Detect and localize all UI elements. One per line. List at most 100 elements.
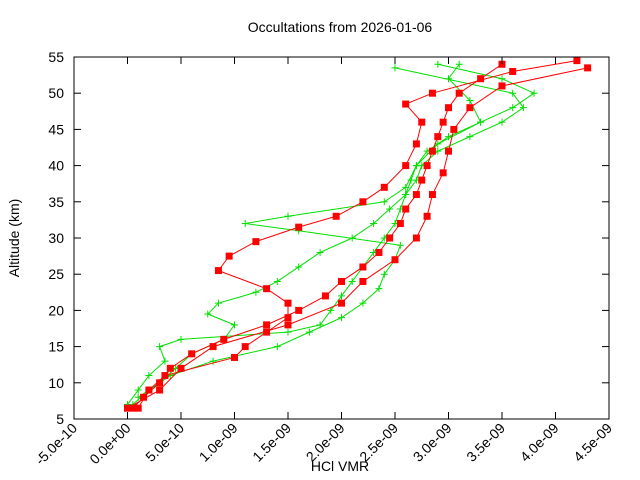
point — [402, 100, 410, 108]
point — [348, 277, 356, 285]
y-tick-label: 15 — [48, 339, 64, 355]
point — [161, 372, 169, 380]
point — [396, 220, 404, 228]
point — [380, 183, 388, 191]
point — [263, 328, 271, 336]
point — [188, 350, 196, 358]
point — [140, 393, 148, 401]
point — [498, 118, 506, 126]
point — [321, 292, 329, 300]
point — [145, 372, 153, 380]
point — [439, 169, 447, 177]
point — [434, 133, 442, 141]
point — [134, 404, 142, 412]
point — [161, 357, 169, 365]
point — [177, 335, 185, 343]
point — [295, 263, 303, 271]
point — [220, 335, 228, 343]
point — [412, 140, 420, 148]
point — [273, 343, 281, 351]
y-tick-label: 35 — [48, 194, 64, 210]
point — [375, 285, 383, 293]
point — [204, 310, 212, 318]
point — [156, 386, 164, 394]
point — [177, 364, 185, 372]
point — [231, 353, 238, 361]
point — [509, 67, 517, 75]
chart-title: Occultations from 2026-01-06 — [248, 19, 433, 35]
x-axis-label: HCl VMR — [311, 458, 369, 474]
point — [402, 205, 410, 213]
point — [498, 75, 506, 83]
point — [412, 191, 420, 199]
point — [455, 89, 463, 97]
point — [134, 386, 142, 394]
point — [284, 212, 292, 220]
series — [129, 60, 506, 412]
point — [386, 234, 394, 242]
point — [434, 60, 442, 68]
point — [402, 162, 410, 170]
point — [273, 277, 281, 285]
point — [466, 133, 474, 141]
y-tick-label: 30 — [48, 230, 64, 246]
point — [327, 306, 335, 314]
point — [423, 162, 431, 170]
point — [380, 198, 388, 206]
point — [402, 191, 410, 199]
point — [412, 234, 420, 242]
point — [445, 147, 452, 155]
y-tick-label: 55 — [48, 49, 64, 65]
point — [338, 292, 345, 300]
plot-area — [124, 57, 592, 412]
point — [156, 343, 164, 351]
point — [509, 104, 517, 112]
point — [338, 299, 345, 307]
point — [284, 314, 292, 322]
point — [530, 89, 538, 97]
point — [466, 96, 474, 104]
point — [305, 328, 313, 336]
series — [134, 57, 581, 412]
point — [450, 125, 458, 133]
point — [455, 60, 463, 68]
point — [316, 248, 324, 256]
point — [412, 162, 420, 170]
point — [263, 285, 271, 293]
point — [386, 205, 394, 213]
point — [284, 328, 292, 336]
point — [375, 248, 383, 256]
point — [498, 60, 506, 68]
point — [284, 321, 292, 329]
point — [124, 404, 131, 412]
point — [391, 256, 399, 264]
y-tick-label: 20 — [48, 302, 64, 318]
point — [445, 75, 452, 83]
point — [439, 118, 447, 126]
series — [124, 64, 592, 412]
point — [214, 299, 222, 307]
point — [209, 343, 217, 351]
point — [284, 299, 292, 307]
point — [338, 277, 345, 285]
y-tick-label: 25 — [48, 266, 64, 282]
point — [477, 118, 485, 126]
y-tick-label: 50 — [48, 85, 64, 101]
point — [573, 57, 581, 65]
point — [214, 267, 222, 275]
point — [295, 306, 303, 314]
point — [359, 198, 367, 206]
point — [241, 343, 249, 351]
point — [445, 104, 452, 112]
point — [418, 176, 426, 184]
point — [252, 238, 260, 246]
point — [370, 220, 378, 228]
point — [391, 64, 399, 72]
point — [423, 212, 431, 220]
point — [156, 379, 164, 387]
point — [498, 82, 506, 90]
point — [241, 220, 249, 228]
point — [380, 270, 388, 278]
